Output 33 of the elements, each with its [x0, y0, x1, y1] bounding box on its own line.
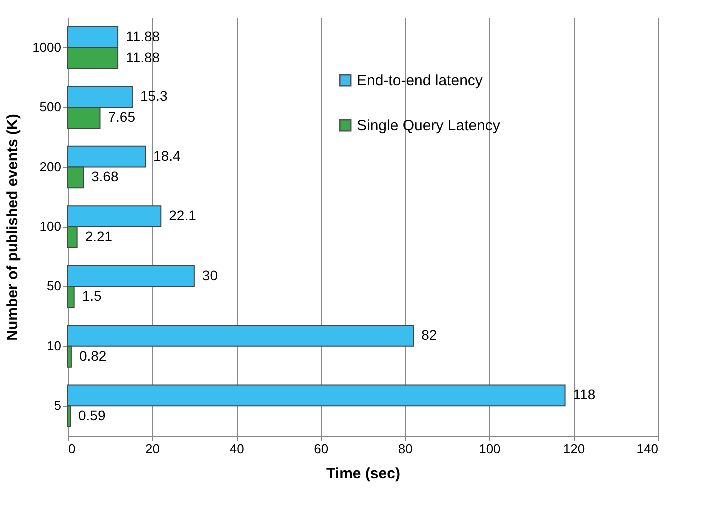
data-label: 15.3	[140, 88, 168, 104]
y-tick-label: 1000	[32, 40, 62, 55]
x-tick-label: 100	[479, 442, 501, 456]
data-label: 0.82	[79, 348, 107, 364]
data-label: 3.68	[92, 168, 119, 185]
y-axis-title: Number of published events (K)	[4, 114, 22, 341]
data-label: 82	[422, 326, 438, 343]
x-tick-label: 60	[314, 442, 329, 456]
y-tick-label: 10	[47, 338, 62, 354]
data-label: 2.21	[85, 228, 113, 244]
legend-label: Single Query Latency	[357, 118, 501, 134]
x-axis-title: Time (sec)	[326, 466, 400, 482]
data-label: 7.65	[108, 109, 136, 126]
y-tick-label: 50	[47, 278, 62, 294]
x-tick-label: 140	[636, 442, 658, 456]
y-tick-label: 200	[40, 159, 62, 174]
data-label: 11.88	[126, 28, 160, 44]
y-tick-label: 100	[40, 219, 62, 234]
x-tick-label: 20	[146, 442, 160, 456]
data-label: 118	[573, 386, 596, 403]
x-tick-label: 80	[398, 442, 413, 456]
data-label: 11.88	[126, 49, 160, 66]
y-tick-label: 500	[40, 100, 62, 115]
x-tick-label: 120	[563, 442, 586, 456]
x-tick-label: 0	[68, 442, 76, 456]
data-label: 18.4	[154, 148, 182, 164]
data-label: 1.5	[82, 288, 102, 304]
data-label: 22.1	[169, 208, 197, 224]
data-label: 0.59	[78, 408, 106, 424]
x-tick-label: 40	[230, 442, 244, 456]
legend-label: End-to-end latency	[357, 72, 484, 90]
y-tick-label: 5	[54, 398, 62, 414]
data-label: 30	[202, 267, 218, 284]
